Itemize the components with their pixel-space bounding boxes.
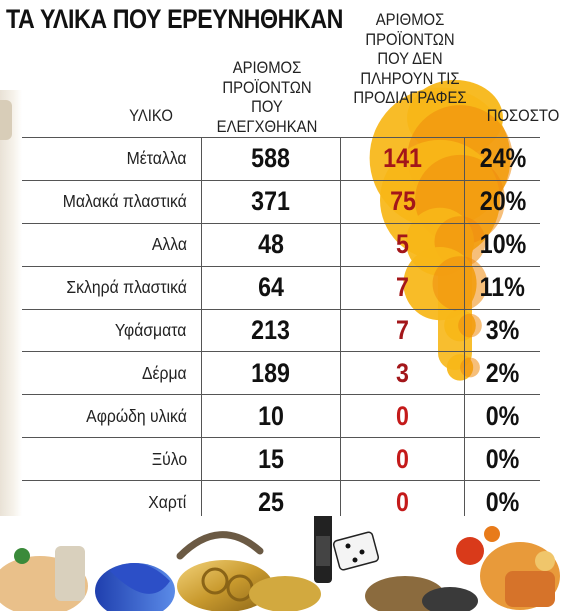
percent-value: 11% [464,265,540,310]
material-label: Χαρτί [148,491,187,512]
material-name: Μέταλλα [22,137,202,181]
material-name: Δέρμα [22,351,202,395]
material-label: Υφάσματα [115,320,187,340]
checked-value: 48 [257,229,284,260]
material-name: Ξύλο [22,437,202,481]
material-label: Μέταλλα [126,148,187,169]
material-name: Υφάσματα [22,308,202,352]
materials-table: Μέταλλα 588 141 24% Μαλακά πλαστικά 371 75 20% Α… [22,137,540,525]
checked-count: 213 [201,308,342,352]
percent-label: 0% [485,443,520,474]
material-name: Αφρώδη υλικά [22,394,202,438]
material-label: Δέρμα [142,362,187,383]
checked-count: 64 [201,265,342,310]
percent-label: 24% [479,143,526,174]
checked-value: 189 [251,357,291,388]
failed-value: 5 [396,229,410,260]
table-row: Μέταλλα 588 141 24% [22,137,540,181]
checked-count: 10 [201,394,342,438]
table-row: Υφάσματα 213 7 3% [22,308,540,352]
table-row: Σκληρά πλαστικά 64 7 11% [22,265,540,310]
failed-value: 7 [396,315,410,345]
failed-value: 7 [396,272,410,303]
checked-value: 25 [257,486,284,517]
checked-value: 213 [251,315,291,345]
checked-count: 189 [201,351,342,395]
table-row: Μαλακά πλαστικά 371 75 20% [22,179,540,224]
failed-count: 75 [340,179,466,224]
failed-value: 3 [396,357,410,388]
checked-value: 15 [257,443,284,474]
percent-value: 0% [464,394,540,438]
table-row: Δέρμα 189 3 2% [22,351,540,395]
checked-value: 588 [251,143,291,174]
failed-count: 3 [340,351,466,395]
percent-label: 10% [479,229,526,260]
percent-value: 10% [464,222,540,267]
percent-value: 20% [464,179,540,224]
material-label: Μαλακά πλαστικά [62,191,187,212]
domino [332,531,380,571]
toys-collage [0,516,576,611]
checked-count: 588 [201,137,342,181]
table-row: Αλλα 48 5 10% [22,222,540,267]
failed-value: 0 [396,400,410,431]
percent-value: 0% [464,437,540,481]
percent-value: 24% [464,137,540,181]
failed-value: 141 [383,143,423,174]
header-material: ΥΛΙΚΟ [129,107,173,125]
percent-value: 3% [464,308,540,352]
percent-label: 11% [480,272,526,303]
checked-count: 15 [201,437,342,481]
failed-count: 7 [340,308,466,352]
table-row: Ξύλο 15 0 0% [22,437,540,481]
failed-count: 141 [340,137,466,181]
percent-value: 2% [464,351,540,395]
checked-value: 10 [257,400,284,431]
table-row: Αφρώδη υλικά 10 0 0% [22,394,540,438]
red-ball [456,537,484,565]
left-photo-strip [0,90,22,520]
failed-value: 75 [389,186,416,217]
material-label: Αλλα [151,234,187,255]
failed-count: 0 [340,394,466,438]
page-title: ΤΑ ΥΛΙΚΑ ΠΟΥ ΕΡΕΥΝΗΘΗΚΑΝ [6,4,343,34]
percent-label: 20% [479,186,526,217]
header-failed: ΑΡΙΘΜΟΣ ΠΡΟΪΟΝΤΩΝ ΠΟΥ ΔΕΝ ΠΛΗΡΟΥΝ ΤΙΣ ΠΡ… [353,11,467,107]
material-name: Μαλακά πλαστικά [22,179,202,224]
checked-count: 48 [201,222,342,267]
percent-label: 3% [485,315,520,345]
percent-label: 0% [485,486,520,517]
percent-label: 0% [485,400,520,431]
failed-count: 7 [340,265,466,310]
material-label: Ξύλο [151,448,187,469]
failed-count: 0 [340,437,466,481]
failed-value: 0 [396,486,410,517]
checked-value: 371 [251,186,291,217]
failed-count: 5 [340,222,466,267]
percent-label: 2% [485,357,520,388]
failed-value: 0 [396,443,410,474]
header-checked: ΑΡΙΘΜΟΣ ΠΡΟΪΟΝΤΩΝ ΠΟΥ ΕΛΕΓΧΘΗΚΑΝ [216,59,318,136]
checked-count: 371 [201,179,342,224]
material-name: Σκληρά πλαστικά [22,265,202,310]
header-percent: ΠΟΣΟΣΤΟ [486,107,560,125]
bottom-photo-strip [0,516,576,611]
material-label: Σκληρά πλαστικά [66,277,187,298]
material-label: Αφρώδη υλικά [86,405,187,426]
material-name: Αλλα [22,222,202,267]
checked-value: 64 [257,272,284,303]
